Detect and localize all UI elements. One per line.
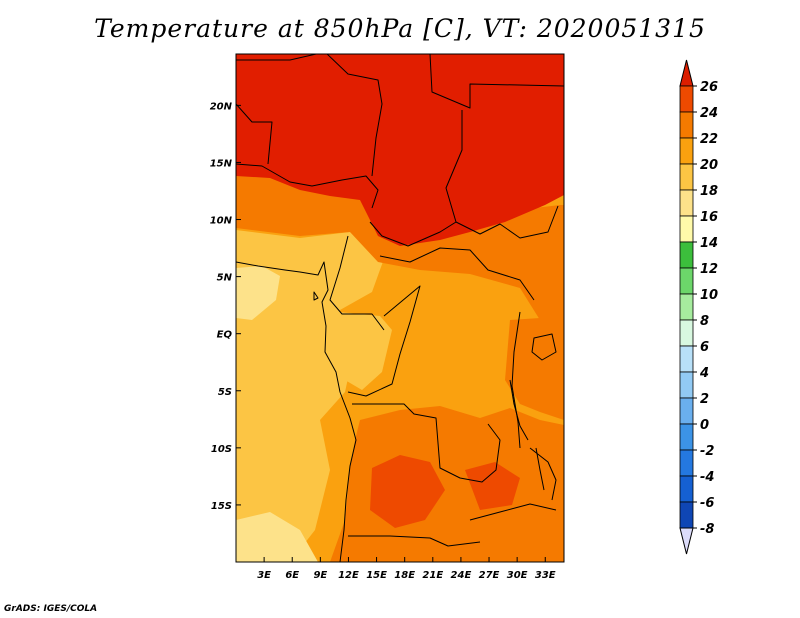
y-tick-label-5S: 5S [218,387,232,398]
colorbar-bottom-triangle [679,527,694,555]
island-bioko [313,291,319,301]
colorbar-label-16: 16 [700,210,718,225]
colorbar-bin-6 [679,241,694,269]
colorbar-bin-16 [679,501,694,529]
plot-frame [235,53,565,563]
field-band-16-18 [236,512,318,562]
grads-credit: GrADS: IGES/COLA [4,604,98,614]
colorbar-bin-13 [679,423,694,451]
y-tick-label-10N: 10N [210,216,233,227]
colorbar-bin-3 [679,163,694,191]
border-tanzania-mozambique [529,447,557,501]
coastline-west-africa [236,261,357,562]
y-tick-label-15N: 15N [210,158,233,169]
colorbar-bin-10 [679,345,694,373]
field-band-16-18-coast [236,266,280,320]
field-band-above-26 [236,54,564,246]
colorbar-label-0: 0 [700,418,709,433]
colorbar-bin-0 [679,85,694,113]
colorbar-label-6: 6 [700,340,709,355]
y-tick-label-10S: 10S [211,444,232,455]
border-cameroon [329,235,385,331]
border-zambia-zimbabwe [469,503,557,521]
colorbar-bin-14 [679,449,694,477]
lake-tanganyika [509,379,529,441]
colorbar-label--8: -8 [700,522,714,537]
border-libya-sudan [429,54,564,109]
temperature-map [236,54,564,562]
field-band-24-26-east [465,462,520,510]
colorbar-label-26: 26 [700,80,718,95]
lake-victoria [531,333,557,361]
x-tick-label-27E: 27E [479,570,500,581]
colorbar-bin-1 [679,111,694,139]
colorbar-label--6: -6 [700,496,714,511]
x-tick-label-18E: 18E [394,570,415,581]
border-algeria-libya [236,54,383,177]
field-band-18-20-congo [338,312,392,390]
x-tick-label-15E: 15E [366,570,387,581]
x-tick-label-21E: 21E [422,570,443,581]
colorbar-label-12: 12 [700,262,718,277]
colorbar-label-18: 18 [700,184,718,199]
colorbar-label--4: -4 [700,470,714,485]
x-tick-label-24E: 24E [451,570,472,581]
colorbar-bin-8 [679,293,694,321]
colorbar-label-2: 2 [700,392,709,407]
x-tick-label-3E: 3E [257,570,271,581]
colorbar-bin-12 [679,397,694,425]
field-band-18-20 [236,230,385,562]
border-chad-sudan [369,110,463,247]
x-axis: 3E 6E 9E 12E 15E 18E 21E 24E 27E 30E 33E [257,557,556,581]
y-tick-label-EQ: EQ [217,330,233,341]
border-angola-namibia [348,535,481,547]
colorbar-label-24: 24 [700,106,718,121]
colorbar-bin-11 [679,371,694,399]
border-car-drc [379,247,535,301]
y-tick-label-15S: 15S [211,501,232,512]
colorbar-bin-2 [679,137,694,165]
y-tick-label-5N: 5N [217,273,233,284]
colorbar-label-20: 20 [700,158,718,173]
y-axis: 20N 15N 10N 5N EQ 5S 10S 15S [210,101,241,512]
border-drc-angola [352,403,501,483]
x-tick-label-9E: 9E [313,570,327,581]
colorbar-label-4: 4 [699,366,709,381]
chart-title: Temperature at 850hPa [C], VT: 202005131… [94,14,706,43]
x-tick-label-12E: 12E [338,570,359,581]
colorbar-label-22: 22 [700,132,718,147]
x-tick-label-30E: 30E [507,570,528,581]
y-tick-label-20N: 20N [210,101,233,112]
border-niger-nigeria [236,163,379,209]
country-borders [236,54,564,562]
border-congo-drc [347,285,421,397]
border-mali-niger [236,103,273,165]
colorbar-bin-4 [679,189,694,217]
colorbar-bin-7 [679,267,694,295]
colorbar-label-8: 8 [700,314,709,329]
colorbar-label-14: 14 [700,236,718,251]
field-band-24-26-south [370,455,445,528]
field-band-22-24-north [236,160,564,335]
colorbar-bin-5 [679,215,694,243]
border-drc-east [511,311,521,449]
colorbar-bin-9 [679,319,694,347]
x-tick-label-6E: 6E [285,570,299,581]
x-tick-label-33E: 33E [535,570,556,581]
colorbar-top-triangle [679,59,694,87]
border-sudan-south [455,205,559,239]
lake-malawi [535,447,545,491]
colorbar-label-10: 10 [700,288,718,303]
colorbar-bin-15 [679,475,694,503]
field-band-22-24-south [330,406,564,562]
colorbar-label--2: -2 [700,444,714,459]
field-band-22-24-east [505,318,564,420]
